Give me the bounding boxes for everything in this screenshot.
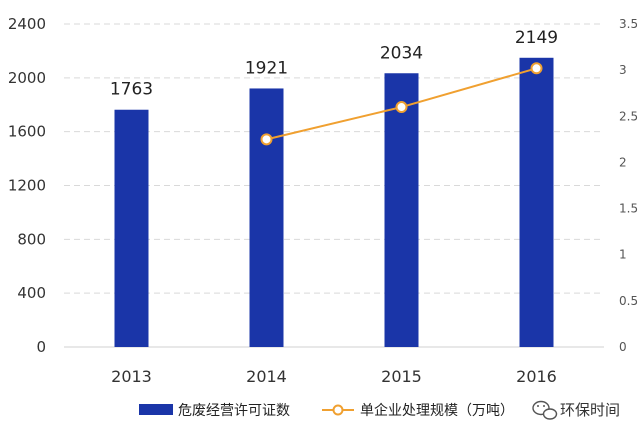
bar-data-label: 2034 bbox=[380, 43, 423, 63]
bar bbox=[519, 57, 554, 347]
line-point bbox=[395, 101, 408, 114]
grid-lines bbox=[64, 23, 604, 348]
x-tick-label: 2016 bbox=[516, 367, 557, 386]
y-left-tick-label: 1600 bbox=[8, 123, 46, 141]
y-left-tick-label: 0 bbox=[36, 338, 46, 356]
bar bbox=[114, 109, 149, 347]
y-left-tick-label: 1200 bbox=[8, 177, 46, 195]
legend-line-label: 单企业处理规模（万吨） bbox=[360, 402, 514, 419]
y-right-tick-label: 1.5 bbox=[619, 202, 638, 216]
data-labels: 1763 1921 2034 2149 bbox=[110, 28, 558, 100]
y-right-tick-label: 1 bbox=[619, 248, 627, 262]
y-right-tick-label: 3.5 bbox=[619, 17, 638, 31]
y-left-tick-label: 400 bbox=[17, 284, 46, 302]
y-left-tick-label: 2400 bbox=[8, 15, 46, 33]
y-left-tick-label: 800 bbox=[17, 230, 46, 248]
bar-series bbox=[114, 57, 554, 347]
line-point bbox=[530, 62, 543, 75]
y-right-tick-label: 0.5 bbox=[619, 294, 638, 308]
x-axis: 2013 2014 2015 2016 bbox=[111, 367, 557, 386]
x-tick-label: 2014 bbox=[246, 367, 287, 386]
x-tick-label: 2013 bbox=[111, 367, 152, 386]
x-tick-label: 2015 bbox=[381, 367, 422, 386]
line-series bbox=[260, 62, 543, 146]
y-right-tick-label: 0 bbox=[619, 340, 627, 354]
watermark: 环保时间 bbox=[532, 400, 620, 420]
bar bbox=[384, 73, 419, 347]
wechat-icon bbox=[532, 400, 558, 420]
legend-bar-label: 危废经营许可证数 bbox=[178, 403, 290, 419]
line-point bbox=[260, 133, 273, 146]
legend-line-marker bbox=[332, 404, 344, 416]
y-right-tick-label: 2 bbox=[619, 155, 627, 169]
y-axis-left: 0 400 800 1200 1600 2000 2400 bbox=[8, 15, 46, 356]
y-right-tick-label: 2.5 bbox=[619, 109, 638, 123]
watermark-text: 环保时间 bbox=[560, 401, 620, 419]
bar-data-label: 1763 bbox=[110, 80, 153, 100]
bar bbox=[249, 88, 284, 347]
bar-data-label: 2149 bbox=[515, 28, 558, 48]
y-left-tick-label: 2000 bbox=[8, 69, 46, 87]
legend: 危废经营许可证数 单企业处理规模（万吨） bbox=[139, 402, 514, 419]
bar-data-label: 1921 bbox=[245, 58, 288, 78]
legend-bar-swatch bbox=[139, 404, 173, 415]
y-axis-right: 0 0.5 1 1.5 2 2.5 3 3.5 bbox=[619, 17, 638, 354]
y-right-tick-label: 3 bbox=[619, 63, 627, 77]
